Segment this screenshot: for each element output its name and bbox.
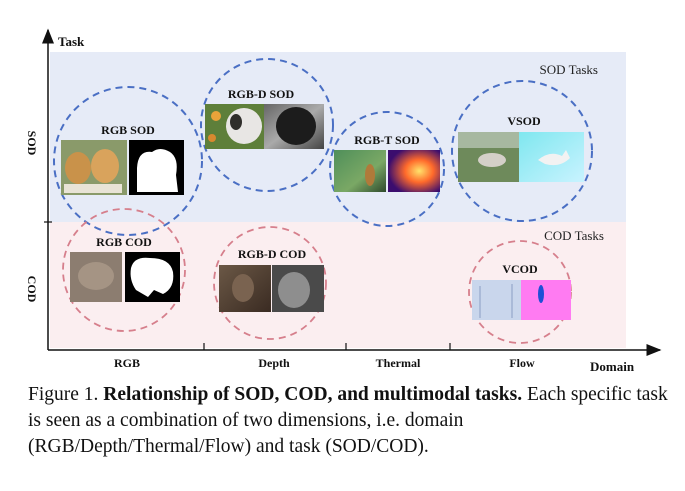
rgbd-cod-photo — [219, 265, 271, 312]
cod-tasks-label: COD Tasks — [544, 228, 604, 243]
figure-label: Figure 1. — [28, 384, 99, 405]
vsod-node: VSOD — [451, 80, 593, 222]
rgb-cod-mask — [125, 252, 180, 302]
x-label-rgb: RGB — [114, 356, 140, 370]
rgbd-sod-cat-photo — [205, 104, 264, 149]
vcod-node: VCOD — [468, 240, 572, 344]
rgbt-sod-label: RGB-T SOD — [354, 133, 420, 147]
vsod-flow-map — [519, 132, 584, 182]
rgb-cod-label: RGB COD — [96, 235, 152, 249]
rgb-sod-mask — [129, 140, 184, 195]
rgbd-sod-label: RGB-D SOD — [228, 87, 295, 101]
rgbt-sod-thermal-map — [388, 150, 440, 192]
figure-caption-body: Each specific task is seen as a combinat… — [28, 384, 668, 457]
rgb-sod-label: RGB SOD — [101, 123, 155, 137]
y-axis-title: Task — [58, 34, 85, 49]
rgbd-sod-depth-map — [264, 104, 324, 149]
x-label-flow: Flow — [509, 356, 535, 370]
vcod-flow-map — [521, 280, 571, 320]
x-axis-title: Domain — [590, 359, 635, 374]
figure-title: Relationship of SOD, COD, and multimodal… — [103, 384, 523, 405]
vcod-label: VCOD — [502, 262, 538, 276]
rgbd-cod-depth-map — [272, 265, 324, 312]
y-label-sod: SOD — [25, 131, 39, 156]
vcod-rgb-photo — [472, 280, 521, 320]
figure-caption: Figure 1. Relationship of SOD, COD, and … — [28, 382, 668, 460]
rgbd-sod-node: RGB-D SOD — [200, 58, 334, 192]
x-label-depth: Depth — [258, 356, 290, 370]
rgbt-sod-node: RGB-T SOD — [329, 111, 445, 227]
rgb-cod-node: RGB COD — [62, 208, 186, 332]
rgbd-cod-label: RGB-D COD — [238, 247, 307, 261]
rgbd-cod-node: RGB-D COD — [213, 226, 327, 340]
vsod-rgb-photo — [458, 132, 519, 182]
task-domain-diagram: SOD Tasks COD Tasks Task Domain SOD COD … — [25, 28, 662, 374]
rgb-sod-cats-photo — [61, 140, 127, 195]
x-label-thermal: Thermal — [376, 356, 421, 370]
rgbt-sod-rgb-photo — [334, 150, 386, 192]
y-label-cod: COD — [25, 276, 39, 303]
rgb-cod-photo — [70, 252, 122, 302]
rgb-sod-node: RGB SOD — [53, 86, 203, 236]
sod-tasks-label: SOD Tasks — [540, 62, 598, 77]
vsod-label: VSOD — [507, 114, 541, 128]
